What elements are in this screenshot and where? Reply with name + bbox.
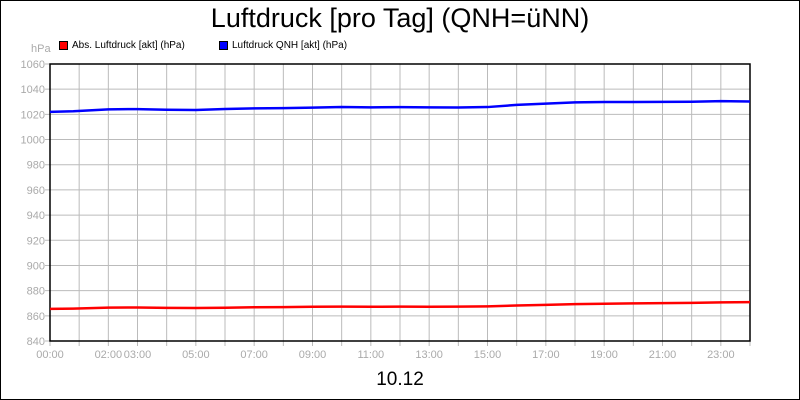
x-tick-label: 05:00 <box>182 349 210 361</box>
x-tick-label: 03:00 <box>124 349 152 361</box>
x-tick-label: 13:00 <box>415 349 443 361</box>
series-line-0 <box>49 300 751 311</box>
x-tick-label: 19:00 <box>590 349 618 361</box>
x-tick-label: 11:00 <box>357 349 384 361</box>
y-tick-label: 920 <box>27 235 45 247</box>
legend-item-abs: Abs. Luftdruck [akt] (hPa) <box>59 40 185 51</box>
x-tick-label: 15:00 <box>474 349 502 361</box>
x-axis-caption: 10.12 <box>376 369 424 390</box>
x-tick-label: 07:00 <box>240 349 268 361</box>
y-tick-label: 1020 <box>21 109 45 121</box>
y-axis-unit: hPa <box>31 43 51 55</box>
x-tick-label: 21:00 <box>649 349 677 361</box>
y-tick-label: 840 <box>27 336 45 348</box>
legend-label: Luftdruck QNH [akt] (hPa) <box>232 40 348 51</box>
y-tick-label: 940 <box>27 210 45 222</box>
chart-title: Luftdruck [pro Tag] (QNH=üNN) <box>210 3 590 33</box>
series-line-1 <box>49 99 751 114</box>
x-tick-label: 00:00 <box>36 349 64 361</box>
x-tick-label: 17:00 <box>532 349 560 361</box>
y-tick-label: 900 <box>27 260 45 272</box>
y-tick-label: 1000 <box>21 135 45 147</box>
y-tick-label: 980 <box>27 160 45 172</box>
y-tick-label: 960 <box>27 185 45 197</box>
x-tick-label: 23:00 <box>707 349 735 361</box>
y-tick-label: 1040 <box>21 84 45 96</box>
plot-border <box>49 63 751 342</box>
y-tick-label: 860 <box>27 311 45 323</box>
x-tick-label: 02:00 <box>95 349 123 361</box>
legend-label: Abs. Luftdruck [akt] (hPa) <box>72 40 185 51</box>
x-tick-label: 09:00 <box>299 349 327 361</box>
legend-swatch-blue <box>219 41 228 50</box>
legend-item-qnh: Luftdruck QNH [akt] (hPa) <box>219 40 347 51</box>
legend-swatch-red <box>59 41 68 50</box>
y-tick-label: 1060 <box>21 59 45 71</box>
y-tick-label: 880 <box>27 286 45 298</box>
